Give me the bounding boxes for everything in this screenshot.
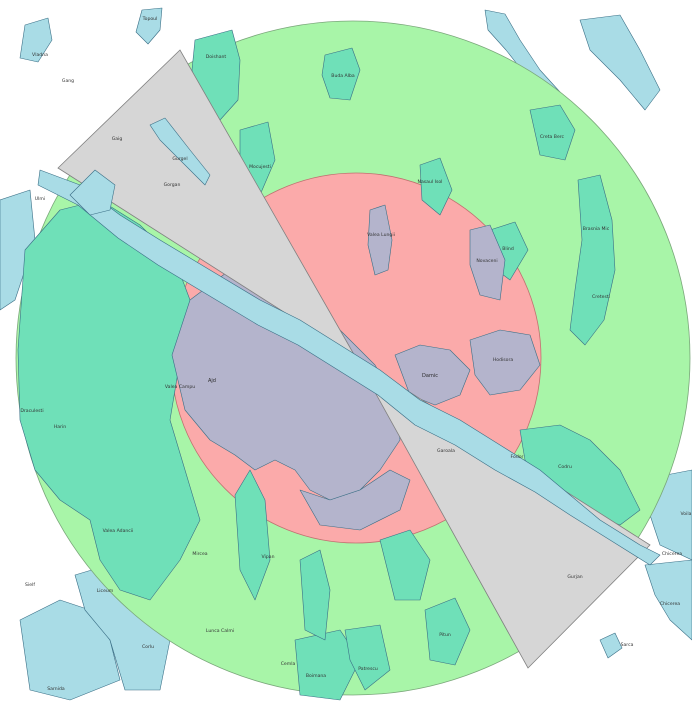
label-codru: Codru	[558, 464, 572, 470]
feature-boimana	[294, 629, 361, 701]
feature-creta-berc	[529, 104, 576, 161]
label-cemla: Cemla	[281, 661, 296, 667]
label-vipan: Vipan	[262, 554, 275, 560]
label-sarca: Sarca	[621, 642, 634, 648]
label-novaceni: Novaceni	[476, 258, 497, 264]
feature-buda-alba	[321, 47, 361, 101]
feature-south-rivers-2	[299, 549, 331, 641]
label-harin: Harin	[54, 424, 66, 430]
label-corlu: Corlu	[142, 644, 154, 650]
feature-hodisora	[469, 329, 541, 396]
label-brasnia: Brasnia Mic	[583, 226, 610, 232]
inner-features	[171, 204, 541, 531]
river-top	[149, 117, 211, 186]
label-boimana: Boimana	[306, 673, 326, 679]
label-garoala: Garoala	[437, 448, 455, 454]
excluded-sector-northwest	[57, 49, 357, 359]
feature-novaceni	[469, 224, 506, 301]
label-mircea: Mircea	[192, 551, 207, 557]
label-patrescu: Patrescu	[358, 666, 378, 672]
place-labels: Ajd Damic Hodisora Valea Lungii Novaceni…	[20, 16, 691, 692]
river-main	[37, 169, 661, 566]
label-lunca-calmi: Lunca Calmi	[206, 628, 234, 634]
label-valea-adancii: Valea Adancii	[103, 528, 134, 534]
feature-top-right-water	[579, 14, 661, 111]
label-mocujesti: Mocujesti	[249, 164, 271, 170]
label-gorgan: Gorgan	[164, 182, 181, 188]
label-topoul: Topoul	[142, 16, 158, 22]
label-gaig: Gaig	[112, 136, 123, 142]
label-darnic: Damic	[422, 373, 438, 379]
feature-south-central	[379, 529, 431, 601]
feature-top-left-water	[19, 17, 53, 63]
label-voila: Voila	[681, 511, 692, 517]
label-cretesti: Cretesti	[592, 294, 610, 300]
label-blind: Blind	[502, 246, 514, 252]
feature-valea-lungii	[367, 204, 393, 276]
label-chicerea-2: Chicerea	[660, 601, 680, 607]
feature-south-inner	[299, 469, 411, 531]
feature-right-water-2	[644, 559, 692, 641]
label-gurjan: Gurjan	[567, 574, 582, 580]
label-sarnida: Sarnida	[47, 686, 65, 692]
feature-pitun	[424, 597, 471, 666]
label-liceum: Liceum	[97, 588, 114, 594]
label-sielf: Sielf	[25, 582, 35, 588]
label-pitun: Pitun	[439, 632, 451, 638]
label-nasaul: Nasaul Isol	[418, 179, 443, 185]
label-gurgel: Gurgel	[172, 156, 187, 162]
feature-bottom-right-water	[599, 632, 623, 659]
label-ajd: Ajd	[208, 378, 216, 384]
label-ulmi: Ulmi	[35, 196, 45, 202]
label-gang: Gang	[62, 78, 74, 84]
feature-nasaul	[419, 157, 453, 216]
background-features	[0, 7, 692, 701]
label-chicerea: Chicerea	[662, 551, 682, 557]
label-buda-alba: Buda Alba	[331, 73, 355, 79]
label-valea-campu: Valea Campu	[165, 384, 195, 390]
river-top-2	[69, 169, 116, 216]
label-vladna: Vladna	[32, 52, 48, 58]
label-draculesti: Draculesti	[20, 408, 43, 414]
label-fodor: Fodor	[511, 454, 524, 460]
feature-patrescu	[344, 624, 391, 691]
feature-south-rivers	[234, 469, 271, 601]
label-doishant: Doishant	[206, 54, 227, 60]
feature-bottom-left-water	[19, 599, 121, 701]
label-valea-lungii: Valea Lungii	[367, 232, 395, 238]
label-hodisora: Hodisora	[493, 357, 514, 363]
feature-top-center-water	[135, 7, 163, 45]
feature-east-strip	[569, 174, 616, 346]
label-creta-berc: Creta Berc	[540, 134, 565, 140]
